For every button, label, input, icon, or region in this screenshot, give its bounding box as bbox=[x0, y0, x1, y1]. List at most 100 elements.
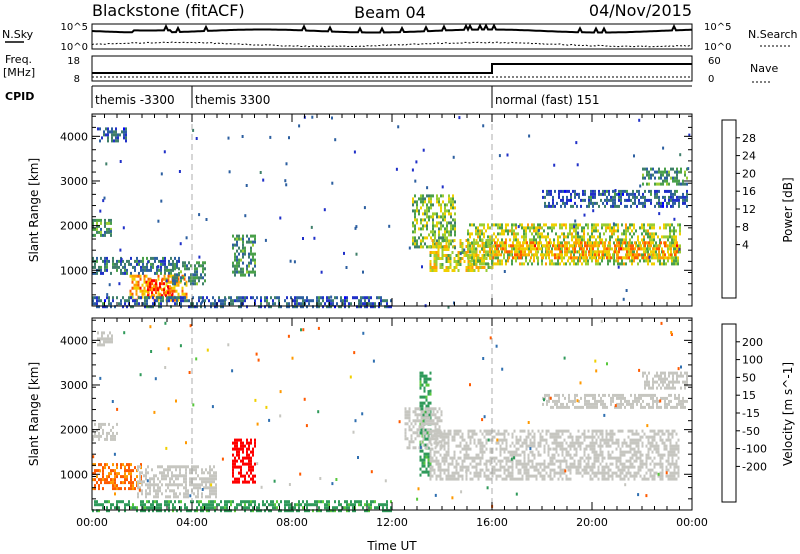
echo-cell bbox=[254, 462, 256, 466]
echo-cell bbox=[134, 268, 136, 272]
echo-cell bbox=[107, 139, 109, 143]
echo-cell bbox=[234, 264, 236, 268]
echo-cell bbox=[98, 437, 100, 441]
echo-cell bbox=[552, 201, 554, 205]
echo-cell bbox=[511, 441, 514, 445]
echo-cell bbox=[589, 465, 592, 469]
echo-cell bbox=[92, 221, 94, 225]
echo-cell bbox=[216, 503, 218, 507]
echo-cell bbox=[428, 422, 431, 426]
echo-cell bbox=[431, 239, 434, 242]
echo-cell bbox=[688, 133, 691, 137]
echo-cell bbox=[559, 435, 562, 439]
echo-cell bbox=[430, 200, 432, 204]
echo-cell bbox=[244, 462, 246, 466]
echo-cell bbox=[424, 212, 426, 216]
echo-cell bbox=[178, 500, 180, 504]
echo-cell bbox=[551, 229, 553, 233]
echo-cell bbox=[656, 189, 658, 193]
echo-cell bbox=[132, 484, 134, 488]
echo-cell bbox=[441, 438, 444, 442]
echo-cell bbox=[604, 204, 606, 208]
echo-cell bbox=[519, 438, 522, 442]
echo-cell bbox=[671, 241, 673, 245]
echo-cell bbox=[366, 305, 368, 309]
echo-cell bbox=[180, 506, 182, 510]
echo-cell bbox=[136, 506, 138, 510]
echo-cell bbox=[445, 242, 448, 245]
echo-cell bbox=[585, 471, 588, 475]
echo-cell bbox=[447, 438, 450, 442]
echo-cell bbox=[528, 134, 531, 138]
noise-frame bbox=[91, 23, 693, 50]
echo-cell bbox=[442, 212, 444, 216]
echo-cell bbox=[622, 256, 624, 260]
echo-cell bbox=[285, 183, 288, 187]
echo-cell bbox=[185, 483, 187, 487]
echo-cell bbox=[203, 471, 205, 475]
echo-cell bbox=[686, 167, 688, 171]
echo-cell bbox=[658, 195, 660, 199]
echo-cell bbox=[530, 244, 532, 248]
echo-cell bbox=[142, 503, 144, 507]
echo-cell bbox=[104, 262, 106, 266]
echo-cell bbox=[529, 465, 532, 469]
echo-cell bbox=[467, 435, 470, 439]
freq-line bbox=[92, 63, 692, 74]
echo-cell bbox=[624, 204, 626, 208]
echo-cell bbox=[213, 474, 215, 478]
echo-cell bbox=[308, 509, 310, 513]
echo-cell bbox=[498, 253, 500, 257]
echo-cell bbox=[99, 340, 101, 344]
echo-cell bbox=[364, 302, 366, 306]
echo-cell bbox=[147, 285, 149, 289]
echo-cell bbox=[102, 422, 104, 426]
echo-cell bbox=[98, 509, 100, 513]
echo-cell bbox=[105, 340, 107, 344]
echo-cell bbox=[673, 229, 675, 233]
echo-cell bbox=[111, 337, 113, 341]
echo-cell bbox=[666, 182, 668, 186]
echo-cell bbox=[586, 247, 588, 251]
cpid-label: CPID bbox=[5, 90, 34, 103]
echo-cell bbox=[110, 437, 112, 441]
echo-cell bbox=[322, 296, 324, 300]
echo-cell bbox=[459, 263, 462, 266]
echo-cell bbox=[637, 244, 639, 248]
echo-cell bbox=[426, 215, 428, 219]
echo-cell bbox=[652, 167, 654, 171]
echo-cell bbox=[444, 230, 446, 234]
echo-cell bbox=[236, 261, 238, 265]
echo-cell bbox=[92, 227, 94, 231]
echo-cell bbox=[288, 305, 290, 309]
echo-cell bbox=[637, 238, 639, 242]
echo-cell bbox=[513, 223, 515, 227]
echo-cell bbox=[104, 256, 106, 260]
echo-cell bbox=[450, 239, 452, 243]
echo-cell bbox=[679, 250, 681, 254]
echo-cell bbox=[483, 244, 485, 248]
echo-cell bbox=[224, 506, 226, 510]
echo-cell bbox=[182, 264, 184, 268]
echo-cell bbox=[641, 232, 643, 236]
echo-cell bbox=[354, 500, 356, 504]
echo-cell bbox=[481, 456, 484, 460]
echo-cell bbox=[626, 256, 628, 260]
echo-cell bbox=[473, 459, 476, 463]
echo-cell bbox=[236, 255, 238, 259]
echo-cell bbox=[432, 230, 434, 234]
echo-cell bbox=[404, 422, 407, 426]
echo-cell bbox=[252, 267, 254, 271]
echo-cell bbox=[169, 280, 172, 284]
echo-cell bbox=[579, 465, 582, 469]
echo-cell bbox=[551, 477, 554, 481]
echo-cell bbox=[254, 474, 256, 478]
echo-cell bbox=[96, 221, 98, 225]
echo-cell bbox=[420, 242, 422, 246]
echo-cell bbox=[608, 247, 610, 251]
echo-cell bbox=[452, 197, 454, 201]
echo-cell bbox=[132, 503, 134, 507]
echo-cell bbox=[293, 260, 296, 264]
echo-cell bbox=[160, 506, 162, 510]
echo-cell bbox=[354, 226, 357, 230]
